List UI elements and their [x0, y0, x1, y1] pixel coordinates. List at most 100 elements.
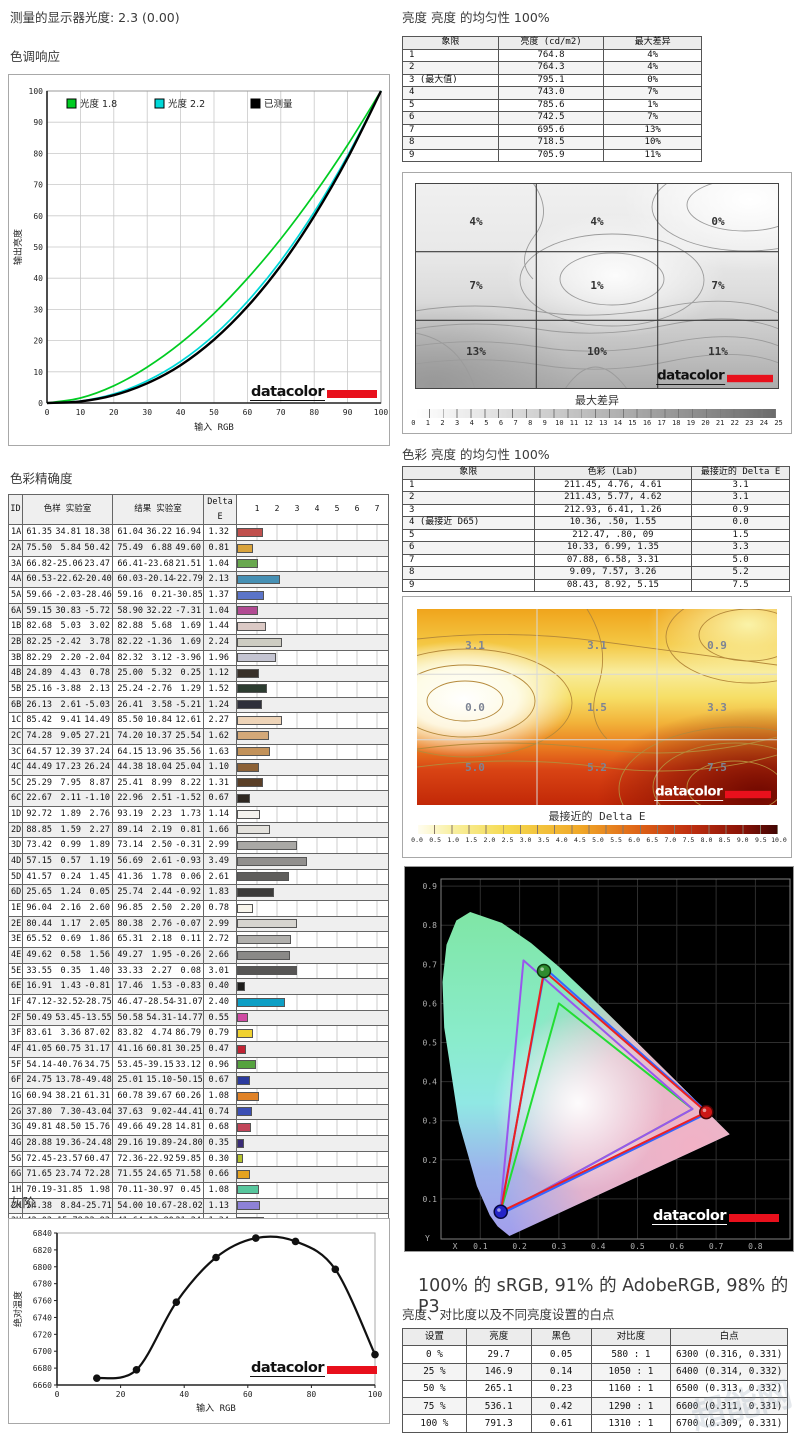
- svg-text:20: 20: [109, 408, 119, 417]
- svg-text:0: 0: [45, 408, 50, 417]
- color-patch-row: 3E 65.52 0.69 1.86 65.31 2.18 0.11 2.72: [8, 931, 389, 949]
- svg-text:0.3: 0.3: [552, 1242, 567, 1251]
- svg-text:70: 70: [276, 408, 286, 417]
- delta-e-bar: [237, 1075, 251, 1085]
- table-row: 7 695.6 13%: [402, 123, 702, 137]
- color-patch-row: 1G 60.94 38.21 61.31 60.78 39.67 60.26 1.08: [8, 1087, 389, 1105]
- svg-text:10: 10: [76, 408, 86, 417]
- color-patch-row: 4A 60.53-22.62-20.40 60.03-20.14-22.79 2.13: [8, 571, 389, 588]
- color-patch-row: 2H 54.38 8.84-25.71 54.00 10.67-28.02 1.13: [8, 1197, 389, 1215]
- svg-text:20: 20: [116, 1390, 126, 1399]
- delta-e-bar: [237, 825, 271, 835]
- color-patch-row: 4D 57.15 0.57 1.19 56.69 2.61 -0.93 3.49: [8, 853, 389, 870]
- svg-text:13%: 13%: [466, 345, 486, 358]
- brightness-settings-table: 设置 亮度 黑色 对比度 白点 0 % 29.7 0.05 580 : 1 6300 (0.31…: [402, 1327, 788, 1433]
- svg-text:0%: 0%: [711, 215, 725, 228]
- svg-text:3.1: 3.1: [465, 639, 485, 652]
- svg-text:0.2: 0.2: [423, 1156, 438, 1165]
- svg-text:50: 50: [33, 243, 43, 252]
- grayscale-title: 灰阶: [10, 1195, 36, 1210]
- svg-text:1.5: 1.5: [587, 701, 607, 714]
- color-patch-row: 4C 44.49 17.23 26.24 44.38 18.04 25.04 1.10: [8, 759, 389, 776]
- color-patch-row: 1E 96.04 2.16 2.60 96.85 2.50 2.20 0.78: [8, 900, 389, 917]
- svg-text:光度 2.2: 光度 2.2: [168, 98, 205, 110]
- svg-text:11%: 11%: [708, 345, 728, 358]
- datacolor-logo: datacolor: [656, 369, 773, 384]
- color-patch-row: 5E 33.55 0.35 1.40 33.33 2.27 0.08 3.01: [8, 962, 389, 980]
- svg-text:30: 30: [33, 305, 43, 314]
- svg-text:90: 90: [33, 118, 43, 127]
- delta-e-bar: [237, 1060, 257, 1070]
- table-row: 50 % 265.1 0.23 1160 : 1 6500 (0.313, 0.332): [402, 1379, 788, 1399]
- svg-text:Y: Y: [425, 1234, 430, 1243]
- svg-text:6680: 6680: [33, 1364, 52, 1373]
- delta-e-bar: [237, 574, 280, 584]
- svg-text:5.0: 5.0: [465, 761, 485, 774]
- color-uniformity-map: 3.1 3.1 0.9 0.0 1.5 3.3 5.0 5.2 7.5 datacolor 最接…: [361, 590, 800, 858]
- svg-text:0.1: 0.1: [423, 1195, 438, 1204]
- datacolor-logo: datacolor: [249, 1360, 377, 1377]
- quadrant-grid: [417, 609, 777, 805]
- color-patch-row: 6B 26.13 2.61 -5.03 26.41 3.58 -5.21 1.24: [8, 696, 389, 714]
- table-row: 75 % 536.1 0.42 1290 : 1 6600 (0.311, 0.331): [402, 1397, 788, 1416]
- color-patch-row: 6F 24.75 13.78-49.48 25.01 15.10-50.15 0.67: [8, 1072, 389, 1089]
- table-header-row: 象限 亮度 (cd/m2) 最大差异: [402, 36, 702, 50]
- delta-e-bar: [237, 888, 274, 897]
- svg-text:5.2: 5.2: [587, 761, 607, 774]
- delta-e-bar: [237, 747, 270, 757]
- color-patch-row: 2A 75.50 5.84 50.42 75.49 6.88 49.60 0.81: [8, 539, 389, 557]
- delta-e-bar: [237, 715, 283, 725]
- delta-e-scale-strip: [418, 825, 778, 834]
- color-patch-row: 5A 59.66 -2.03-28.46 59.16 0.21-30.85 1.37: [8, 586, 389, 604]
- delta-e-bar: [237, 637, 282, 647]
- col-result-lab: 结果 实验室: [112, 493, 204, 526]
- table-header-row: 象限 色彩 (Lab) 最接近的 Delta E: [402, 466, 790, 480]
- color-patch-row: 1B 82.68 5.03 3.02 82.88 5.68 1.69 1.44: [8, 618, 389, 635]
- table-row: 6 742.5 7%: [402, 111, 702, 125]
- lum-scale-label: 最大差异: [575, 394, 619, 407]
- svg-text:4%: 4%: [469, 215, 483, 228]
- delta-e-bar: [237, 668, 260, 678]
- col-id: ID: [8, 493, 23, 526]
- delta-e-bar: [237, 778, 264, 788]
- delta-e-bar: [237, 903, 253, 913]
- table-row: 1 211.45, 4.76, 4.61 3.1: [402, 478, 790, 492]
- table-row: 0 % 29.7 0.05 580 : 1 6300 (0.316, 0.331): [402, 1345, 788, 1364]
- table-row: 1 764.8 4%: [402, 48, 702, 62]
- svg-text:40: 40: [176, 408, 186, 417]
- gamut-triangles: [498, 959, 710, 1216]
- table-row: 8 9.09, 7.57, 3.26 5.2: [402, 566, 790, 580]
- grayscale-plot: 6660 6680 6700 6720 6740 6760 6780 6800 6820 6840…: [12, 1229, 382, 1414]
- color-patch-row: 1H 70.19-31.85 1.98 70.11-30.97 0.45 1.08: [8, 1181, 389, 1199]
- delta-e-bar: [237, 1091, 259, 1101]
- delta-e-bar: [237, 543, 254, 553]
- col-delta-e: Delta E: [203, 493, 237, 526]
- svg-text:4%: 4%: [590, 215, 604, 228]
- svg-text:0.4: 0.4: [423, 1078, 438, 1087]
- table-row: 8 718.5 10%: [402, 136, 702, 150]
- color-patch-row: 2E 80.44 1.17 2.05 80.38 2.76 -0.07 2.99: [8, 915, 389, 933]
- svg-text:80: 80: [33, 149, 43, 158]
- delta-e-bar: [237, 590, 265, 600]
- color-patch-row: 5C 25.29 7.95 8.87 25.41 8.99 8.22 1.31: [8, 774, 389, 792]
- delta-e-bar: [237, 700, 262, 710]
- logo-red-bar: [729, 1214, 779, 1222]
- delta-e-bar: [237, 841, 297, 851]
- svg-text:已测量: 已测量: [264, 99, 293, 110]
- delta-e-bar: [237, 1201, 260, 1211]
- color-patch-row: 4E 49.62 0.58 1.56 49.27 1.95 -0.26 2.66: [8, 947, 389, 964]
- svg-text:0.8: 0.8: [423, 921, 438, 930]
- svg-text:90: 90: [343, 408, 353, 417]
- delta-e-bar: [237, 1044, 247, 1054]
- svg-text:80: 80: [307, 1390, 317, 1399]
- color-patch-row: 5G 72.45-23.57 60.47 72.36-22.92 59.85 0.30: [8, 1150, 389, 1168]
- svg-text:6740: 6740: [33, 1313, 52, 1322]
- svg-text:6780: 6780: [33, 1280, 52, 1289]
- svg-text:0.7: 0.7: [709, 1242, 724, 1251]
- datacolor-logo: datacolor: [249, 384, 377, 401]
- table-row: 4 (最接近 D65) 10.36, .50, 1.55 0.0: [402, 516, 790, 530]
- lum-cell-values: 4% 4% 0% 7% 1% 7% 13% 10% 11%: [466, 215, 728, 358]
